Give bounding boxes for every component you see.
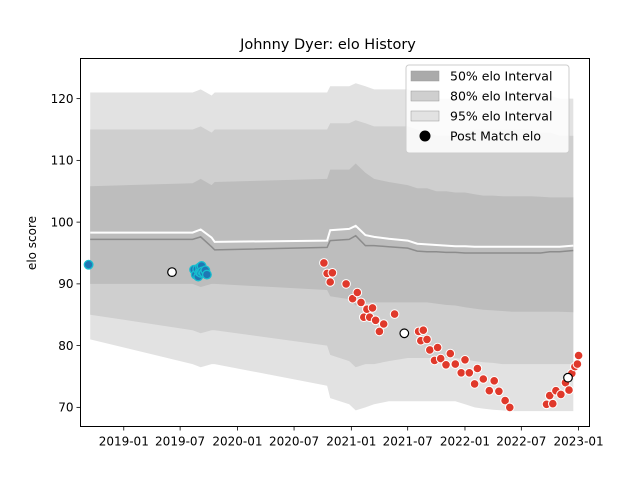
data-point (469, 379, 480, 389)
data-point (352, 287, 363, 298)
legend-box (405, 64, 570, 154)
data-point (564, 385, 574, 395)
data-point (548, 398, 558, 409)
x-tick-label: 2019-01 (99, 435, 149, 449)
data-point (378, 319, 389, 329)
chart-title: Johnny Dyer: elo History (239, 37, 416, 53)
x-tick-label: 2023-01 (554, 435, 604, 449)
legend-label: 95% elo Interval (450, 109, 552, 124)
x-tick-label: 2022-01 (440, 435, 490, 449)
data-point (325, 277, 336, 287)
plot-frame (80, 58, 590, 427)
data-point (432, 342, 443, 353)
x-tick-label: 2022-07 (496, 435, 546, 449)
y-tick-label: 100 (51, 215, 74, 229)
data-point (460, 355, 470, 365)
y-tick-label: 120 (51, 92, 74, 106)
data-point (572, 359, 583, 369)
x-tick-label: 2021-01 (326, 435, 376, 449)
y-tick-label: 80 (58, 339, 73, 353)
data-point (450, 359, 461, 369)
y-axis-ticks: 70 80 90 100 110 120 (51, 92, 81, 415)
post-match-points (83, 258, 584, 413)
data-point (356, 297, 366, 308)
data-point (563, 372, 573, 383)
x-tick-label: 2020-01 (212, 435, 262, 449)
data-point (201, 269, 212, 280)
data-point (167, 267, 177, 278)
x-axis-ticks: 2019-01 2019-07 2020-01 2020-07 2021-01 2021-… (99, 426, 604, 449)
data-point (441, 360, 451, 370)
data-point (319, 258, 329, 268)
data-point (418, 325, 429, 336)
legend-swatch (410, 70, 440, 82)
data-point (472, 363, 483, 374)
data-point (425, 345, 435, 355)
mean-line (90, 224, 574, 248)
data-point (500, 395, 510, 406)
data-point (489, 376, 500, 386)
data-point (370, 315, 381, 326)
data-point (573, 350, 584, 361)
data-point (484, 385, 495, 396)
median-line (90, 234, 574, 254)
data-point (374, 326, 385, 337)
data-point (494, 386, 504, 397)
elo-lines (90, 224, 574, 254)
legend-label: 50% elo Interval (450, 69, 552, 84)
data-point (422, 334, 432, 345)
x-tick-label: 2021-07 (383, 435, 433, 449)
x-tick-label: 2019-07 (155, 435, 205, 449)
legend: 50% elo Interval 80% elo Interval 95% elo … (405, 64, 570, 154)
legend-label: 80% elo Interval (450, 89, 552, 104)
data-point (327, 268, 338, 278)
data-point (367, 303, 378, 313)
data-point (556, 389, 566, 400)
y-tick-label: 70 (58, 401, 73, 415)
data-point (445, 348, 456, 359)
legend-label: Post Match elo (450, 129, 541, 144)
data-point (389, 309, 400, 319)
y-axis-label: elo score (25, 216, 39, 270)
y-tick-label: 90 (58, 277, 73, 291)
data-point (544, 390, 555, 401)
data-point (399, 328, 410, 339)
data-point (456, 368, 467, 378)
data-point (478, 374, 489, 384)
data-point (83, 259, 94, 270)
data-point (505, 402, 515, 413)
x-tick-label: 2020-07 (269, 435, 319, 449)
legend-marker-swatch (419, 130, 431, 142)
y-tick-label: 110 (51, 154, 74, 168)
legend-swatch (410, 90, 440, 102)
data-point (435, 353, 446, 364)
data-point (341, 279, 351, 289)
legend-swatch (410, 110, 440, 122)
data-point (464, 368, 475, 378)
